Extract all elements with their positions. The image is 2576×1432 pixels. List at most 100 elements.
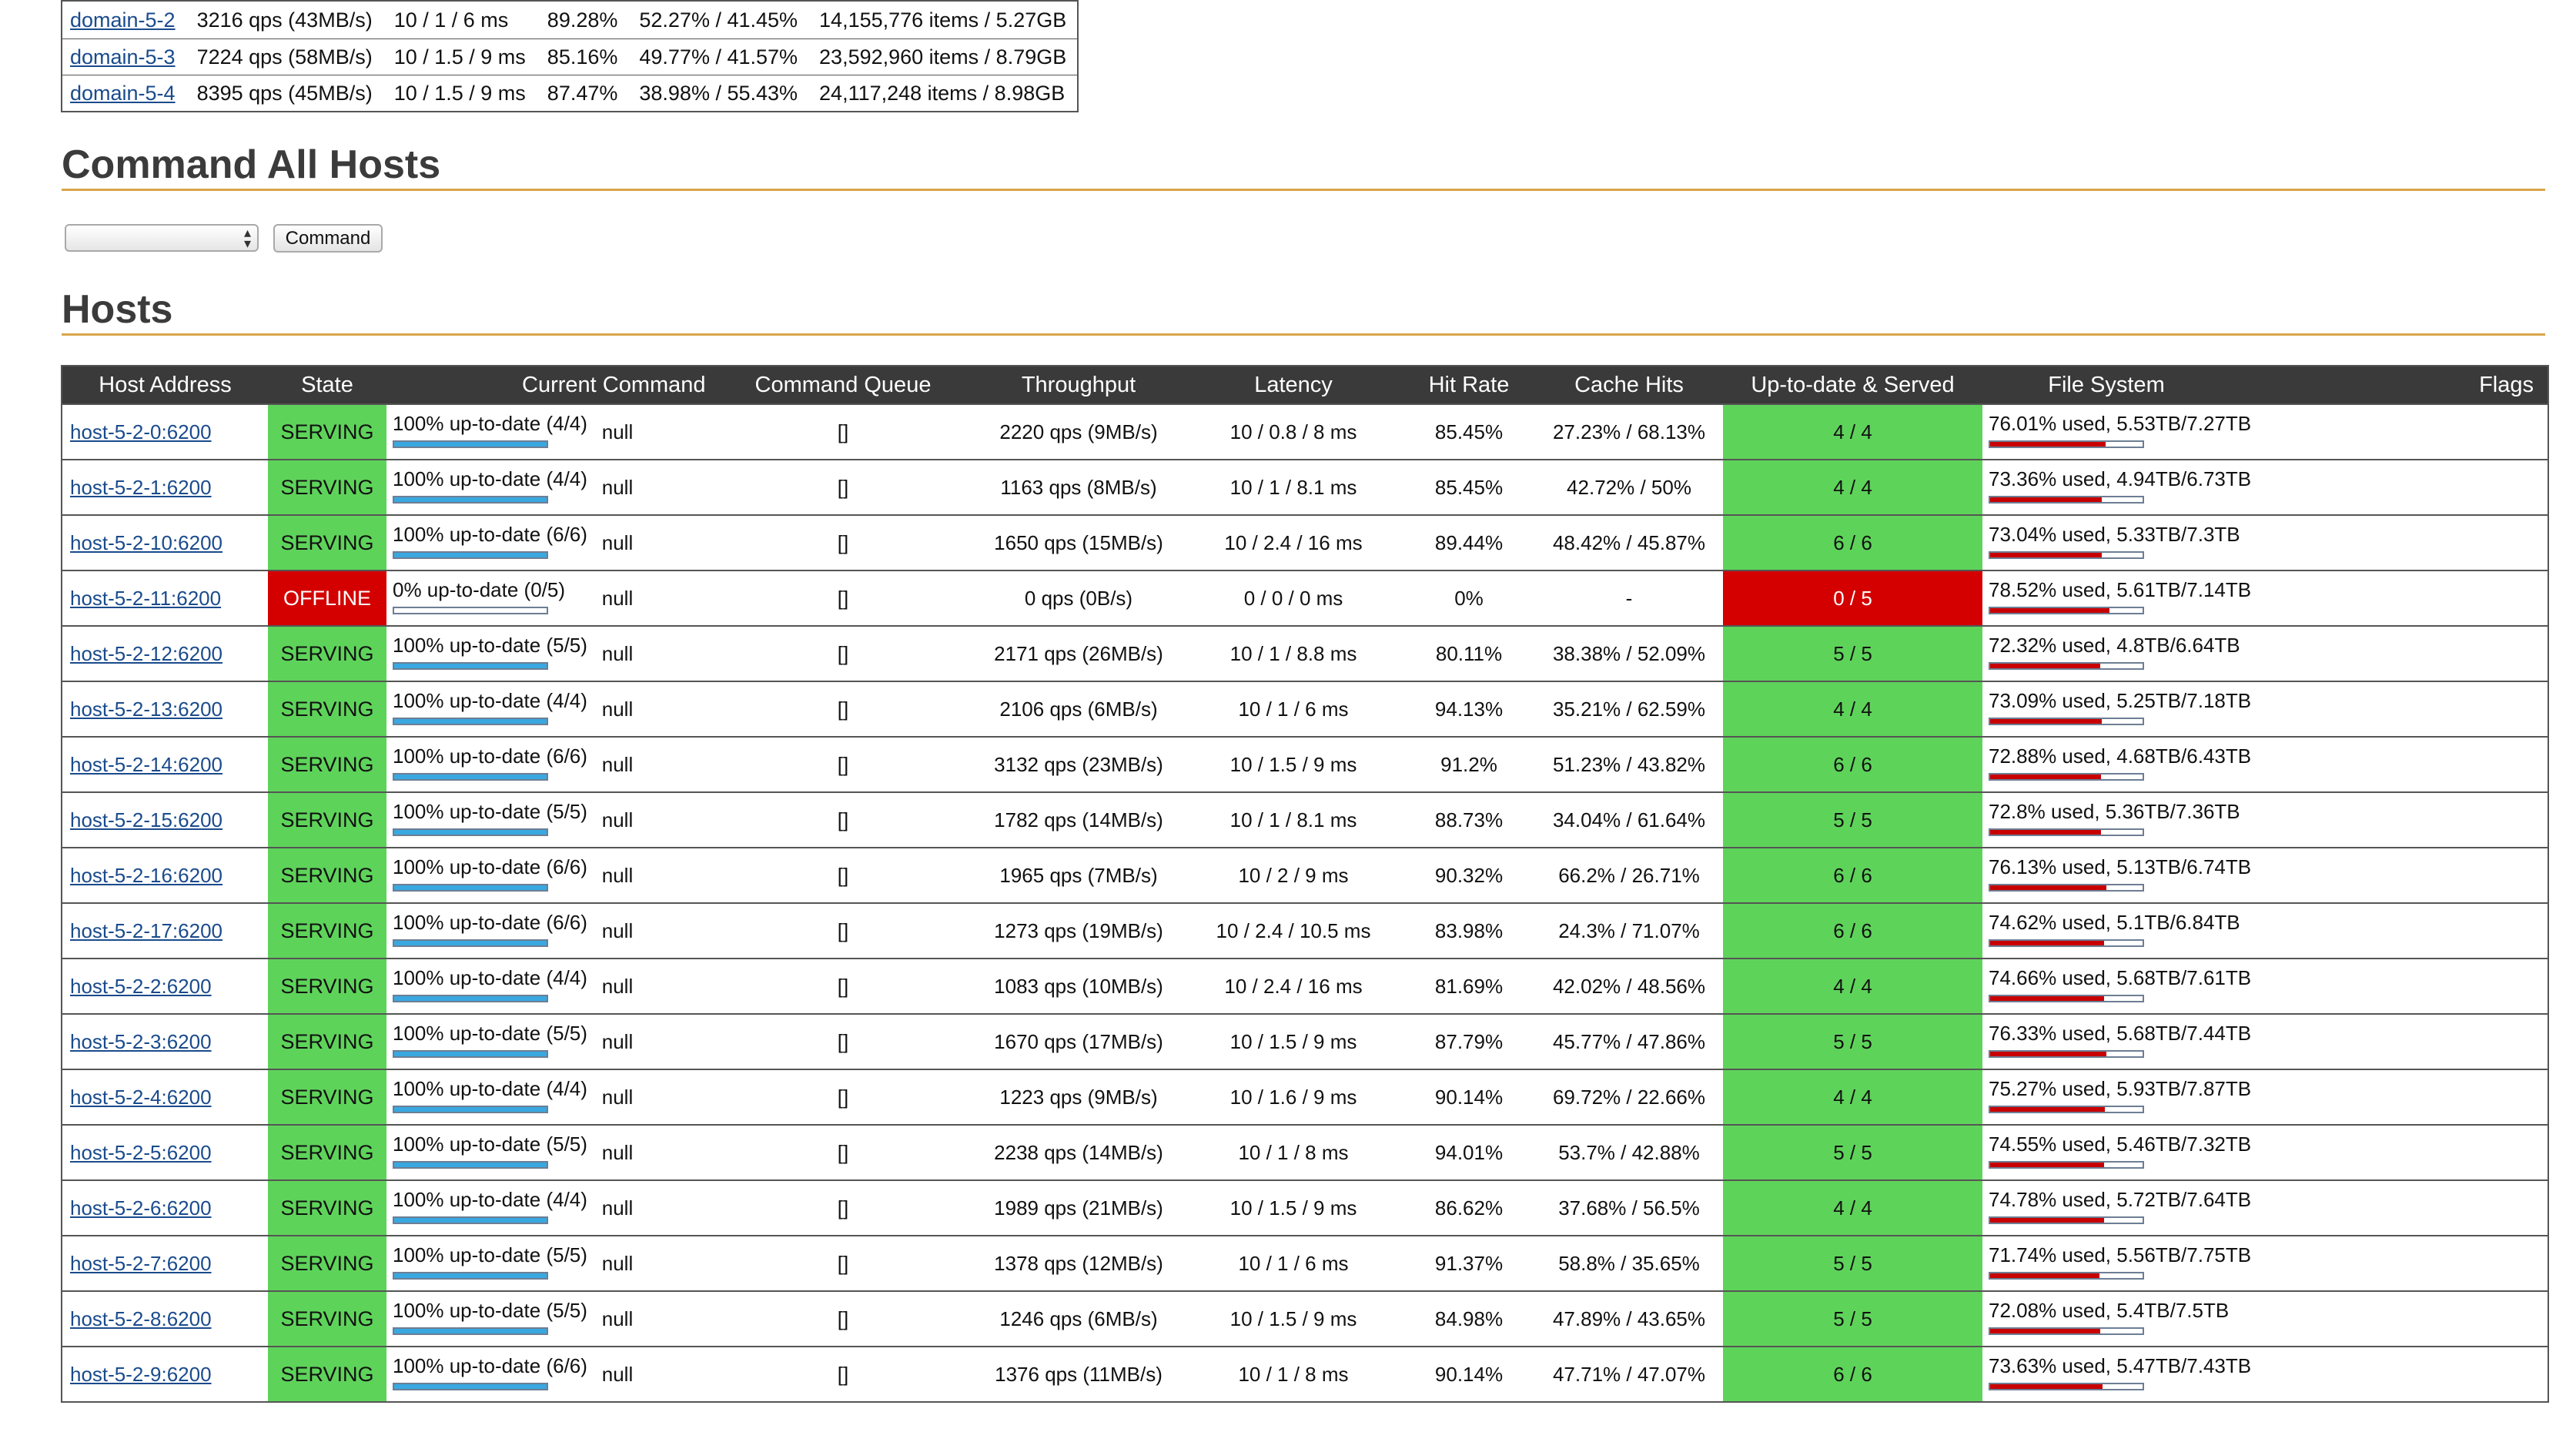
host-link[interactable]: host-5-2-9:6200 (70, 1362, 212, 1386)
flags-cell (2230, 902, 2548, 959)
col-header-command-queue[interactable]: Command Queue (713, 366, 973, 404)
domain-hit-rate: 85.16% (536, 38, 629, 75)
host-link[interactable]: host-5-2-13:6200 (70, 697, 223, 721)
hit-rate-cell: 80.11% (1403, 625, 1535, 681)
file-system-cell: 73.04% used, 5.33TB/7.3TB (1982, 514, 2240, 570)
file-system-label: 71.74% used, 5.56TB/7.75TB (1989, 1243, 2252, 1266)
host-row: host-5-2-7:6200 SERVING 100% up-to-date (5… (62, 1235, 2548, 1291)
command-queue-cell: [] (713, 681, 973, 737)
domain-hit-rate: 89.28% (547, 8, 618, 32)
up-to-date-progress-bar (393, 1216, 548, 1224)
up-to-date-progress-fill (394, 719, 547, 724)
host-row: host-5-2-17:6200 SERVING 100% up-to-date (… (62, 902, 2548, 959)
host-link[interactable]: host-5-2-11:6200 (70, 586, 222, 610)
up-to-date-progress-cell: 100% up-to-date (6/6) (386, 902, 587, 959)
file-system-usage-fill (1990, 941, 2104, 945)
col-header-throughput[interactable]: Throughput (973, 366, 1184, 404)
host-row: host-5-2-2:6200 SERVING 100% up-to-date (4… (62, 958, 2548, 1014)
host-link[interactable]: host-5-2-16:6200 (70, 863, 223, 887)
host-link[interactable]: host-5-2-8:6200 (70, 1307, 212, 1330)
up-to-date-progress-fill (394, 553, 547, 557)
up-to-date-progress-cell: 100% up-to-date (4/4) (386, 1069, 587, 1125)
file-system-usage-bar (1989, 440, 2144, 448)
file-system-usage-fill (1990, 553, 2102, 557)
host-link[interactable]: host-5-2-5:6200 (70, 1140, 212, 1164)
col-header-file-system[interactable]: File System (1982, 366, 2230, 404)
flags-cell (2230, 847, 2548, 903)
host-link[interactable]: host-5-2-15:6200 (70, 808, 223, 831)
host-address-cell: host-5-2-7:6200 (62, 1235, 268, 1291)
hit-rate-cell: 86.62% (1403, 1179, 1535, 1236)
host-link[interactable]: host-5-2-12:6200 (70, 641, 223, 665)
command-select[interactable]: ▴ ▾ (65, 224, 259, 252)
domain-cache-hits: 52.27% / 41.45% (639, 8, 798, 32)
current-command-cell: null (522, 1346, 713, 1402)
command-queue-cell: [] (713, 1290, 973, 1347)
up-to-date-served-cell: 5 / 5 (1723, 1235, 1982, 1291)
col-header-flags[interactable]: Flags (2230, 366, 2548, 404)
hit-rate-cell: 91.2% (1403, 736, 1535, 792)
host-link[interactable]: host-5-2-0:6200 (70, 420, 212, 443)
latency-cell: 10 / 1.5 / 9 ms (1184, 1179, 1403, 1236)
host-link[interactable]: host-5-2-4:6200 (70, 1085, 212, 1109)
up-to-date-progress-bar (393, 440, 548, 448)
up-to-date-progress-bar (393, 718, 548, 725)
host-link[interactable]: host-5-2-14:6200 (70, 752, 223, 776)
throughput-cell: 1965 qps (7MB/s) (973, 847, 1184, 903)
throughput-cell: 1782 qps (14MB/s) (973, 791, 1184, 848)
col-header-hit-rate[interactable]: Hit Rate (1403, 366, 1535, 404)
host-link[interactable]: host-5-2-7:6200 (70, 1251, 212, 1275)
command-queue-cell: [] (713, 570, 973, 626)
up-to-date-label: 100% up-to-date (4/4) (393, 1188, 587, 1211)
host-row: host-5-2-12:6200 SERVING 100% up-to-date (… (62, 625, 2548, 681)
file-system-cell: 74.55% used, 5.46TB/7.32TB (1982, 1124, 2251, 1180)
current-command-cell: null (522, 403, 713, 460)
col-header-state[interactable]: State (268, 366, 386, 404)
up-to-date-progress-fill (394, 996, 547, 1001)
host-link[interactable]: host-5-2-17:6200 (70, 918, 223, 942)
col-header-up-to-date-served[interactable]: Up-to-date & Served (1723, 366, 1982, 404)
file-system-usage-bar (1989, 662, 2144, 670)
up-to-date-progress-cell: 100% up-to-date (6/6) (386, 1346, 587, 1402)
latency-cell: 10 / 1 / 8.1 ms (1184, 459, 1403, 515)
domain-latency: 10 / 1.5 / 9 ms (383, 38, 537, 75)
domain-link[interactable]: domain-5-4 (70, 81, 176, 105)
up-to-date-served-cell: 5 / 5 (1723, 1124, 1982, 1180)
cache-hits-cell: 35.21% / 62.59% (1535, 681, 1723, 737)
col-header-current-command[interactable]: Current Command (522, 366, 713, 404)
current-command-cell: null (522, 1124, 713, 1180)
up-to-date-progress-cell: 100% up-to-date (4/4) (386, 403, 587, 460)
host-row: host-5-2-1:6200 SERVING 100% up-to-date (4… (62, 459, 2548, 515)
flags-cell (2230, 1124, 2548, 1180)
cache-hits-cell: 45.77% / 47.86% (1535, 1013, 1723, 1069)
col-header-host-address[interactable]: Host Address (62, 366, 268, 404)
up-to-date-label: 100% up-to-date (5/5) (393, 1299, 587, 1322)
hit-rate-cell: 89.44% (1403, 514, 1535, 570)
host-address-cell: host-5-2-12:6200 (62, 625, 268, 681)
host-row: host-5-2-5:6200 SERVING 100% up-to-date (5… (62, 1124, 2548, 1180)
cache-hits-cell: 53.7% / 42.88% (1535, 1124, 1723, 1180)
host-link[interactable]: host-5-2-6:6200 (70, 1196, 212, 1220)
host-link[interactable]: host-5-2-1:6200 (70, 475, 212, 499)
host-row: host-5-2-0:6200 SERVING 100% up-to-date (4… (62, 403, 2548, 460)
file-system-label: 73.09% used, 5.25TB/7.18TB (1989, 689, 2252, 712)
col-header-latency[interactable]: Latency (1184, 366, 1403, 404)
up-to-date-progress-cell: 100% up-to-date (5/5) (386, 1235, 587, 1291)
host-link[interactable]: host-5-2-2:6200 (70, 974, 212, 998)
domain-link[interactable]: domain-5-2 (70, 8, 176, 32)
host-state-badge: SERVING (268, 403, 386, 460)
file-system-label: 73.04% used, 5.33TB/7.3TB (1989, 523, 2240, 546)
host-address-cell: host-5-2-5:6200 (62, 1124, 268, 1180)
host-link[interactable]: host-5-2-3:6200 (70, 1029, 212, 1053)
command-queue-cell: [] (713, 1179, 973, 1236)
host-link[interactable]: host-5-2-10:6200 (70, 530, 223, 554)
col-header-cache-hits[interactable]: Cache Hits (1535, 366, 1723, 404)
hit-rate-cell: 91.37% (1403, 1235, 1535, 1291)
current-command-cell: null (522, 1235, 713, 1291)
command-button[interactable]: Command (273, 224, 383, 253)
current-command-cell: null (522, 459, 713, 515)
host-state-badge: SERVING (268, 625, 386, 681)
domain-link[interactable]: domain-5-3 (70, 45, 176, 69)
host-address-cell: host-5-2-9:6200 (62, 1346, 268, 1402)
cache-hits-cell: - (1535, 570, 1723, 626)
